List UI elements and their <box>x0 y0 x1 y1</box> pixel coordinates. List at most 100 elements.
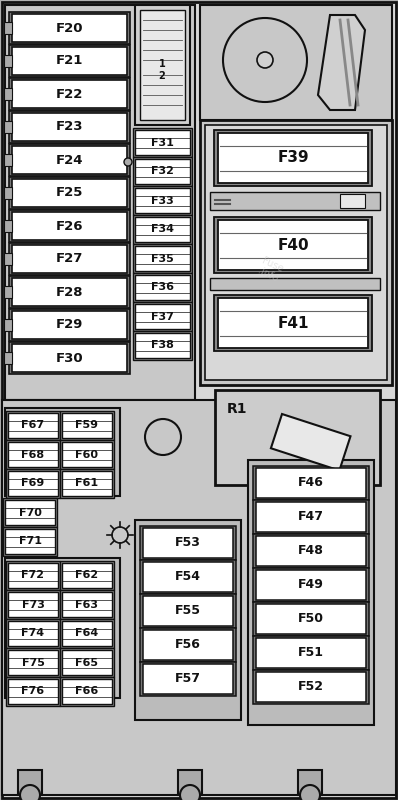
Text: F69: F69 <box>21 478 45 489</box>
Bar <box>4 352 12 364</box>
Bar <box>8 413 58 438</box>
Bar <box>210 192 380 210</box>
Text: F48: F48 <box>298 545 324 558</box>
Text: F41: F41 <box>277 315 309 330</box>
Polygon shape <box>271 414 351 470</box>
Bar <box>214 217 372 273</box>
Bar <box>210 278 380 290</box>
Bar <box>205 125 387 380</box>
Bar <box>4 253 12 265</box>
Bar <box>60 648 114 677</box>
Text: F67: F67 <box>21 421 45 430</box>
Bar <box>4 88 12 100</box>
Bar <box>256 604 366 634</box>
Bar <box>12 245 127 273</box>
Bar <box>9 243 130 275</box>
Text: F46: F46 <box>298 477 324 490</box>
Bar <box>135 5 190 125</box>
Bar <box>60 469 114 498</box>
Text: R1: R1 <box>227 402 248 416</box>
Text: F39: F39 <box>277 150 309 166</box>
Text: F75: F75 <box>21 658 45 667</box>
Text: F72: F72 <box>21 570 45 581</box>
Text: F31: F31 <box>151 138 174 147</box>
Text: F47: F47 <box>298 510 324 523</box>
Bar <box>140 594 236 628</box>
Bar <box>4 319 12 331</box>
Bar <box>256 502 366 532</box>
Bar <box>4 55 12 67</box>
Bar <box>9 45 130 77</box>
Text: F62: F62 <box>76 570 99 581</box>
Bar <box>2 400 396 795</box>
Bar <box>12 146 127 174</box>
Text: F32: F32 <box>151 166 174 177</box>
Bar <box>5 408 120 496</box>
Text: F40: F40 <box>277 238 309 253</box>
Circle shape <box>300 785 320 800</box>
Bar <box>133 302 192 331</box>
Bar <box>60 411 114 440</box>
Text: F23: F23 <box>56 121 83 134</box>
Bar <box>133 244 192 273</box>
Bar <box>143 630 233 660</box>
Bar <box>6 561 60 590</box>
Text: F34: F34 <box>151 225 174 234</box>
Bar <box>60 677 114 706</box>
Text: F52: F52 <box>298 681 324 694</box>
Bar <box>140 628 236 662</box>
Bar <box>340 194 365 208</box>
Bar <box>60 440 114 469</box>
Bar <box>200 5 392 120</box>
Circle shape <box>180 785 200 800</box>
Circle shape <box>20 785 40 800</box>
Bar <box>140 560 236 594</box>
Bar <box>140 10 185 120</box>
Bar <box>253 568 369 602</box>
Text: F26: F26 <box>56 219 83 233</box>
Text: F76: F76 <box>21 686 45 697</box>
Bar <box>133 215 192 244</box>
Bar <box>60 619 114 648</box>
Circle shape <box>257 52 273 68</box>
Bar <box>12 212 127 240</box>
Bar <box>143 528 233 558</box>
Bar <box>62 471 112 496</box>
Bar <box>6 677 60 706</box>
Text: F51: F51 <box>298 646 324 659</box>
Bar <box>9 144 130 176</box>
Bar <box>8 679 58 704</box>
Text: F20: F20 <box>56 22 83 34</box>
Text: F63: F63 <box>76 599 98 610</box>
Bar <box>9 111 130 143</box>
Bar <box>12 80 127 108</box>
Bar <box>248 460 374 725</box>
Polygon shape <box>318 15 365 110</box>
Bar <box>135 246 190 271</box>
Text: 1
2: 1 2 <box>159 59 166 81</box>
Bar <box>62 592 112 617</box>
Bar <box>143 664 233 694</box>
Bar <box>6 440 60 469</box>
Bar <box>298 770 322 795</box>
Bar <box>62 650 112 675</box>
Bar <box>5 5 195 400</box>
Bar <box>253 670 369 704</box>
Text: F66: F66 <box>75 686 99 697</box>
Bar <box>5 500 55 525</box>
Bar <box>8 592 58 617</box>
Text: F38: F38 <box>151 341 174 350</box>
Bar <box>214 295 372 351</box>
Text: F22: F22 <box>56 87 83 101</box>
Bar <box>8 471 58 496</box>
Bar <box>9 177 130 209</box>
Bar <box>133 186 192 215</box>
Bar <box>218 220 368 270</box>
Bar <box>4 154 12 166</box>
Text: F56: F56 <box>175 638 201 651</box>
Bar <box>135 520 241 720</box>
Text: F24: F24 <box>56 154 83 166</box>
Bar <box>215 390 380 485</box>
Bar <box>6 411 60 440</box>
Bar <box>6 648 60 677</box>
